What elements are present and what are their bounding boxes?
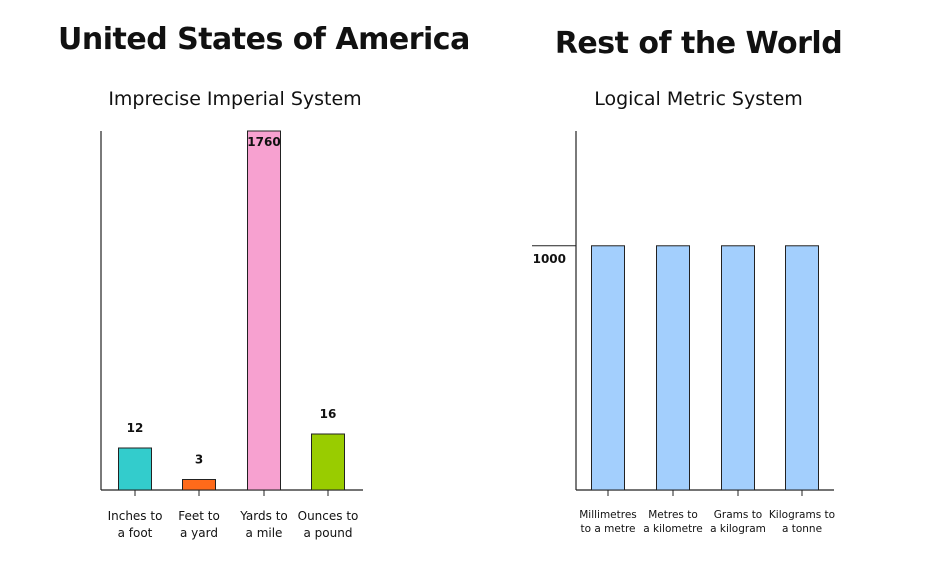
metric-bar-2	[721, 245, 755, 491]
imperial-panel: United States of America Imprecise Imper…	[58, 22, 470, 110]
imperial-category-label-3-0: Ounces to	[298, 509, 359, 523]
metric-category-label-1-0: Metres to	[648, 509, 698, 521]
imperial-category-label-1-0: Feet to	[178, 509, 220, 523]
imperial-bar-3	[311, 433, 345, 491]
metric-category-label-0-1: to a metre	[580, 523, 635, 535]
metric-y-tick-label: 1000	[533, 252, 566, 266]
metric-category-label-2-1: a kilogram	[710, 523, 766, 535]
imperial-value-label-0: 12	[127, 421, 144, 435]
imperial-chart-title: United States of America	[58, 22, 470, 57]
imperial-category-label-0-1: a foot	[118, 526, 153, 540]
imperial-value-label-3: 16	[320, 407, 337, 421]
metric-panel: Rest of the World Logical Metric System	[470, 0, 927, 562]
metric-category-label-3-1: a tonne	[782, 523, 822, 535]
imperial-category-label-1-1: a yard	[180, 526, 218, 540]
metric-bar-3	[785, 245, 819, 491]
metric-category-label-3-0: Kilograms to	[769, 509, 835, 521]
metric-category-label-0-0: Millimetres	[579, 509, 637, 521]
imperial-bar-2	[247, 130, 281, 491]
imperial-bar-0	[118, 447, 152, 491]
metric-chart-title: Rest of the World	[554, 26, 843, 61]
metric-bar-0	[591, 245, 625, 491]
imperial-category-label-0-0: Inches to	[108, 509, 163, 523]
imperial-category-label-2-1: a mile	[246, 526, 283, 540]
metric-bar-1	[656, 245, 690, 491]
imperial-category-label-2-0: Yards to	[239, 509, 287, 523]
metric-chart-subtitle: Logical Metric System	[594, 88, 803, 110]
imperial-chart-subtitle: Imprecise Imperial System	[108, 88, 362, 110]
metric-category-label-2-0: Grams to	[714, 509, 762, 521]
imperial-value-label-2: 1760	[247, 135, 280, 149]
imperial-value-label-1: 3	[195, 453, 203, 467]
imperial-category-label-3-1: a pound	[304, 526, 353, 540]
metric-category-label-1-1: a kilometre	[643, 523, 702, 535]
